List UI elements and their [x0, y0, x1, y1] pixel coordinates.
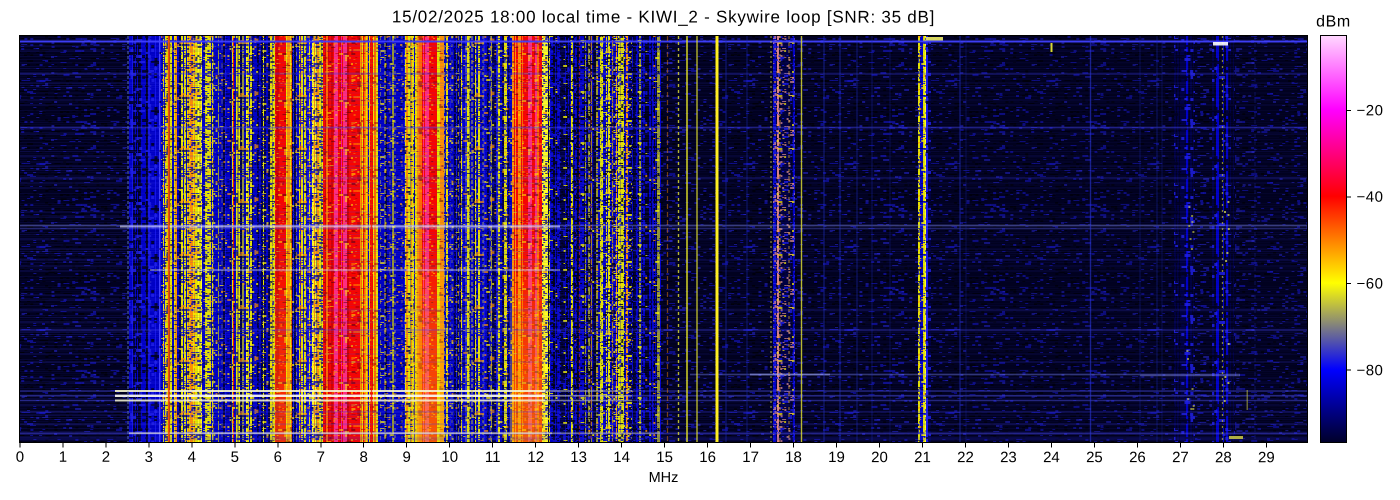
svg-text:14: 14 — [613, 449, 630, 466]
svg-text:29: 29 — [1258, 449, 1275, 466]
svg-text:5: 5 — [231, 449, 239, 466]
svg-text:8: 8 — [360, 449, 368, 466]
svg-text:−40: −40 — [1357, 189, 1384, 206]
svg-text:2: 2 — [102, 449, 110, 466]
svg-text:28: 28 — [1215, 449, 1232, 466]
svg-text:3: 3 — [145, 449, 153, 466]
svg-text:19: 19 — [828, 449, 845, 466]
svg-text:15/02/2025 18:00 local time -: 15/02/2025 18:00 local time - KIWI_2 - S… — [392, 7, 935, 26]
svg-text:9: 9 — [403, 449, 411, 466]
svg-text:−20: −20 — [1357, 102, 1384, 119]
svg-text:dBm: dBm — [1316, 13, 1351, 30]
svg-text:24: 24 — [1043, 449, 1060, 466]
svg-text:18: 18 — [785, 449, 802, 466]
svg-text:22: 22 — [957, 449, 974, 466]
svg-text:21: 21 — [914, 449, 931, 466]
svg-text:MHz: MHz — [649, 470, 679, 486]
svg-text:20: 20 — [871, 449, 888, 466]
svg-text:−80: −80 — [1356, 362, 1383, 379]
svg-text:10: 10 — [441, 449, 458, 466]
svg-text:0: 0 — [16, 449, 24, 466]
svg-text:4: 4 — [188, 449, 196, 466]
svg-text:−60: −60 — [1356, 276, 1383, 293]
svg-text:26: 26 — [1129, 449, 1146, 466]
svg-text:23: 23 — [1000, 449, 1017, 466]
svg-text:6: 6 — [274, 449, 282, 466]
svg-text:1: 1 — [59, 449, 67, 466]
svg-text:27: 27 — [1172, 449, 1189, 466]
svg-text:17: 17 — [742, 449, 759, 466]
svg-text:15: 15 — [656, 449, 673, 466]
svg-text:13: 13 — [570, 449, 587, 466]
svg-text:12: 12 — [527, 449, 544, 466]
svg-text:11: 11 — [485, 449, 501, 466]
svg-text:25: 25 — [1086, 449, 1103, 466]
svg-text:16: 16 — [699, 449, 716, 466]
svg-text:7: 7 — [317, 449, 325, 466]
